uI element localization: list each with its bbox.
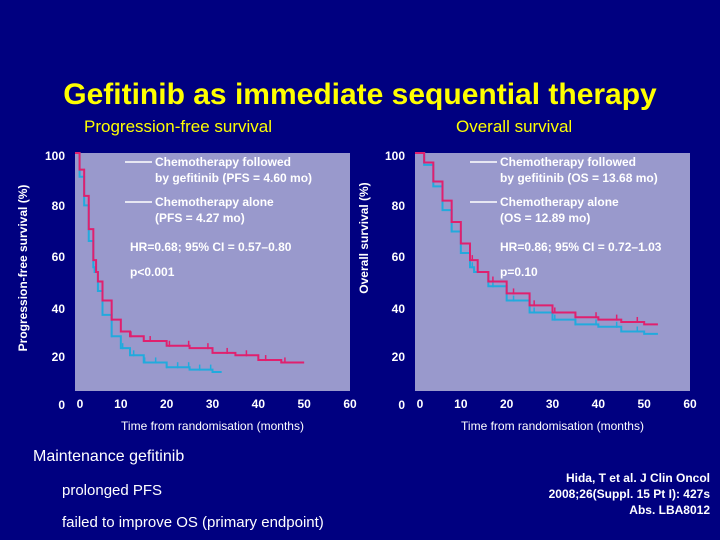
os-y-tick-label: 40	[392, 302, 406, 316]
pfs-legend-line: Chemotherapy followed	[155, 155, 291, 169]
os-p-annotation: p=0.10	[500, 265, 538, 279]
citation-line-1: Hida, T et al. J Clin Oncol	[565, 471, 710, 485]
citation: Hida, T et al. J Clin Oncol 2008;26(Supp…	[470, 470, 710, 518]
pfs-x-tick-label: 50	[297, 397, 311, 411]
pfs-panel-title: Progression-free survival	[84, 117, 273, 136]
os-legend-line: Chemotherapy alone	[500, 195, 619, 209]
os-panel-title: Overall survival	[456, 117, 573, 136]
pfs-y-tick-label: 80	[52, 199, 66, 213]
pfs-x-tick-label: 20	[160, 397, 174, 411]
os-series-0-line	[415, 152, 658, 326]
os-x-tick-label: 30	[546, 397, 560, 411]
pfs-p-annotation: p<0.001	[130, 265, 175, 279]
os-y-tick-label: 0	[398, 398, 405, 412]
citation-line-3: Abs. LBA8012	[629, 503, 710, 517]
pfs-x-tick-label: 40	[252, 397, 266, 411]
os-x-tick-label: 20	[500, 397, 514, 411]
os-hr-annotation: HR=0.86; 95% CI = 0.72–1.03	[500, 240, 662, 254]
pfs-x-tick-label: 60	[343, 397, 357, 411]
os-y-axis-label: Overall survival (%)	[357, 182, 371, 293]
os-y-tick-label: 80	[392, 199, 406, 213]
pfs-hr-annotation: HR=0.68; 95% CI = 0.57–0.80	[130, 240, 292, 254]
pfs-legend-line: (PFS = 4.27 mo)	[155, 211, 245, 225]
pfs-plot-area	[75, 153, 350, 391]
citation-line-2: 2008;26(Suppl. 15 Pt I): 427s	[548, 487, 710, 501]
os-plot-area	[415, 153, 690, 391]
pfs-x-tick-label: 30	[206, 397, 220, 411]
pfs-x-tick-label: 10	[114, 397, 128, 411]
pfs-y-tick-label: 0	[58, 398, 65, 412]
os-legend-line: by gefitinib (OS = 13.68 mo)	[500, 171, 658, 185]
pfs-y-tick-label: 60	[52, 250, 66, 264]
os-x-tick-label: 10	[454, 397, 468, 411]
os-y-tick-label: 20	[392, 350, 406, 364]
slide-title: Gefitinib as immediate sequential therap…	[63, 78, 657, 111]
os-x-tick-label: 60	[683, 397, 697, 411]
os-y-tick-label: 60	[392, 250, 406, 264]
pfs-x-tick-label: 0	[77, 397, 84, 411]
os-x-tick-label: 0	[417, 397, 424, 411]
maintenance-heading: Maintenance gefitinib	[33, 448, 185, 465]
os-legend-line: Chemotherapy followed	[500, 155, 636, 169]
pfs-y-tick-label: 100	[45, 149, 65, 163]
os-x-axis-label: Time from randomisation (months)	[461, 419, 644, 433]
os-legend-line: (OS = 12.89 mo)	[500, 211, 590, 225]
pfs-y-axis-label: Progression-free survival (%)	[16, 185, 30, 352]
pfs-legend-line: Chemotherapy alone	[155, 195, 274, 209]
os-x-tick-label: 50	[637, 397, 651, 411]
pfs-y-tick-label: 40	[52, 302, 66, 316]
os-x-tick-label: 40	[592, 397, 606, 411]
bullet-failed-os: failed to improve OS (primary endpoint)	[62, 514, 324, 531]
bullet-prolonged-pfs: prolonged PFS	[62, 482, 163, 499]
pfs-x-axis-label: Time from randomisation (months)	[121, 419, 304, 433]
pfs-legend-line: by gefitinib (PFS = 4.60 mo)	[155, 171, 312, 185]
pfs-y-tick-label: 20	[52, 350, 66, 364]
pfs-series-0-line	[75, 152, 305, 364]
os-y-tick-label: 100	[385, 149, 405, 163]
